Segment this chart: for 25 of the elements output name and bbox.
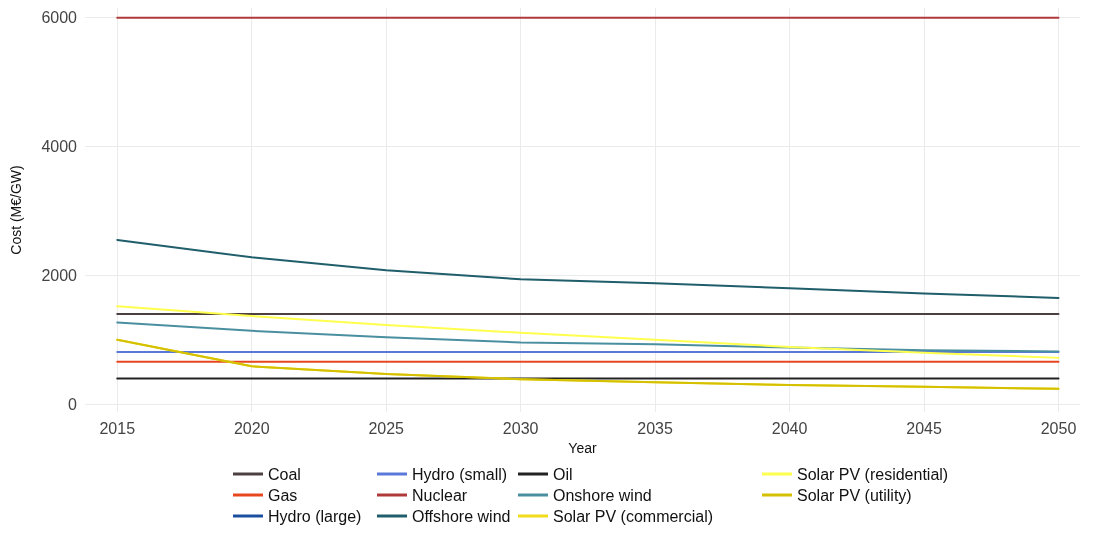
- legend-label: Nuclear: [412, 486, 468, 504]
- y-tick-label: 0: [68, 395, 78, 413]
- x-tick-label: 2040: [771, 419, 808, 437]
- legend-label: Solar PV (commercial): [553, 507, 714, 525]
- x-tick-label: 2035: [637, 419, 674, 437]
- x-tick-label: 2050: [1040, 419, 1077, 437]
- y-tick-label: 4000: [41, 138, 78, 156]
- x-tick-label: 2045: [906, 419, 942, 437]
- y-axis-title: Cost (M€/GW): [8, 165, 24, 255]
- legend-label: Oil: [553, 465, 573, 483]
- legend-label: Onshore wind: [553, 486, 652, 504]
- y-tick-label: 6000: [41, 9, 78, 27]
- x-tick-label: 2015: [99, 419, 136, 437]
- legend-label: Gas: [268, 486, 298, 504]
- legend-label: Solar PV (residential): [797, 465, 949, 483]
- x-tick-label: 2030: [502, 419, 539, 437]
- legend-label: Solar PV (utility): [797, 486, 912, 504]
- x-tick-label: 2020: [233, 419, 270, 437]
- legend-label: Hydro (small): [412, 465, 508, 483]
- y-tick-label: 2000: [41, 266, 78, 284]
- x-tick-label: 2025: [368, 419, 405, 437]
- legend-label: Coal: [268, 465, 301, 483]
- legend-label: Hydro (large): [268, 507, 362, 525]
- legend-label: Offshore wind: [412, 507, 511, 525]
- x-axis-title: Year: [568, 439, 597, 456]
